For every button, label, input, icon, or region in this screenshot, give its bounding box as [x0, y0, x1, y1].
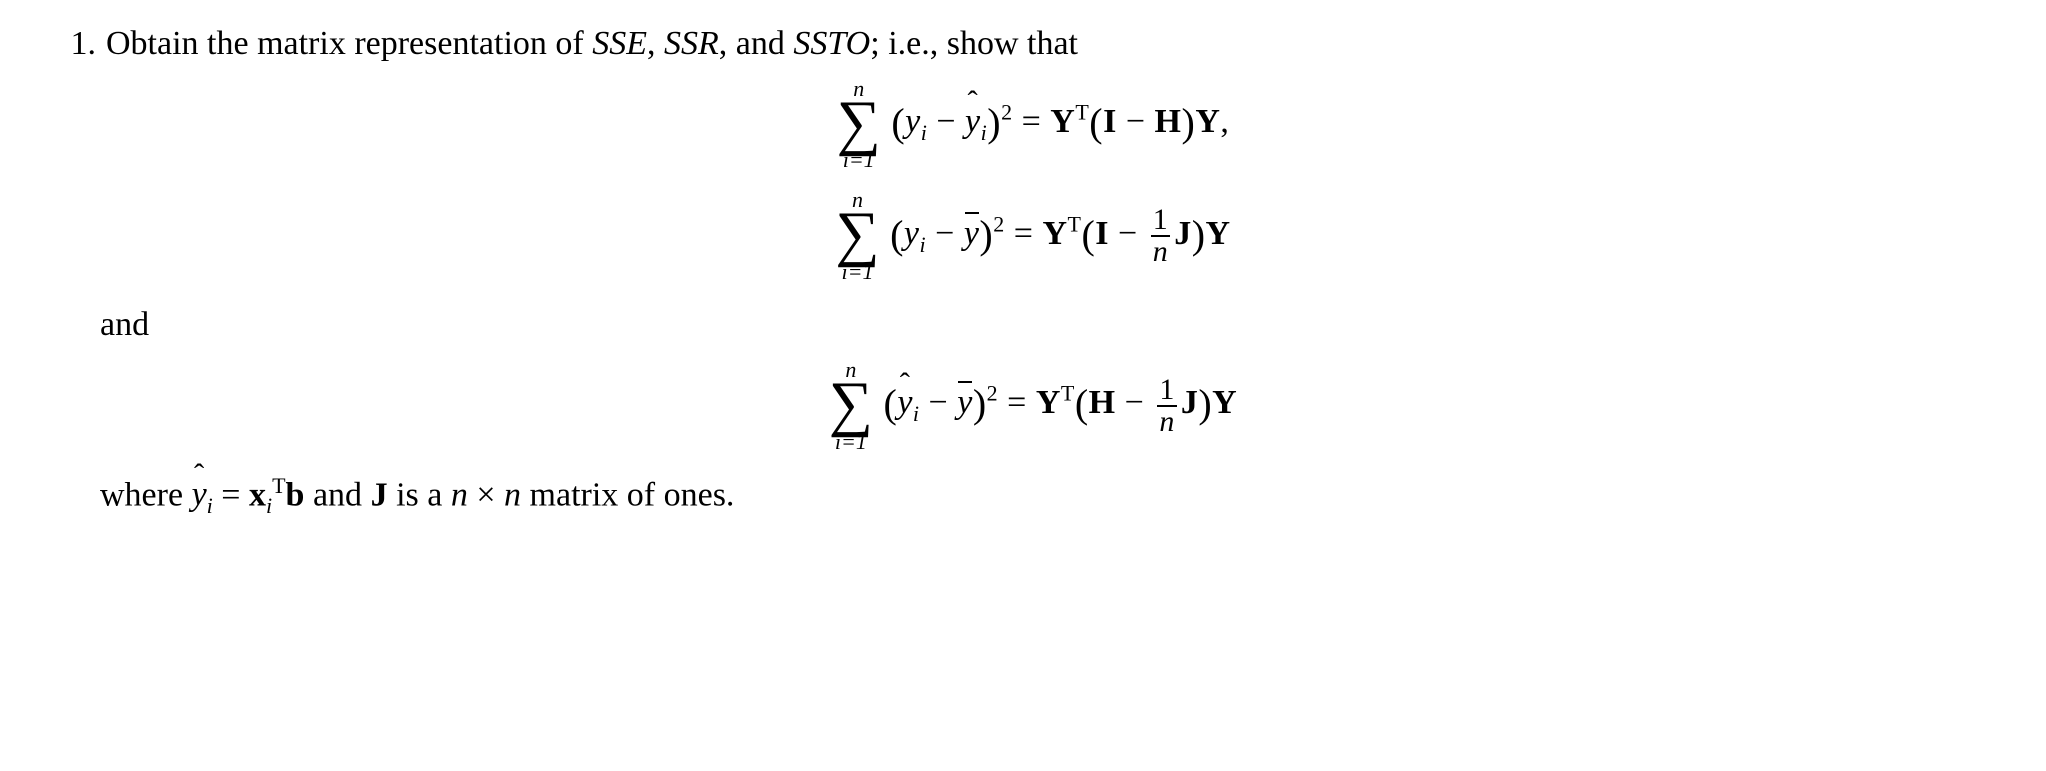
- where-b: b: [286, 476, 305, 513]
- summation-3: n ∑ i=1: [829, 359, 875, 453]
- minus-3: −: [935, 215, 964, 252]
- Y-2b: Y: [1206, 215, 1231, 252]
- sq-2: 2: [993, 212, 1005, 237]
- equation-sse: n ∑ i=1 (yi − yi)2 = YT(I − H)Y,: [60, 78, 2006, 172]
- where-eq: =: [213, 476, 249, 513]
- term-ssto: SSTO: [793, 25, 870, 62]
- frac-num-1: 1: [1153, 205, 1169, 235]
- ybar-2: y: [964, 210, 980, 258]
- where-yhat: y: [192, 471, 207, 519]
- summation-2: n ∑ i=1: [835, 189, 881, 283]
- Y-1b: Y: [1195, 103, 1220, 140]
- minus-2: −: [1117, 103, 1155, 140]
- where-tail-3: matrix of ones.: [521, 476, 734, 513]
- y-1: y: [905, 103, 921, 140]
- Y-1a: Y: [1050, 103, 1075, 140]
- frac-2: 1 n: [1157, 375, 1177, 437]
- item-number: 1.: [60, 20, 96, 68]
- eq-3: =: [1007, 384, 1036, 421]
- minus-5: −: [929, 384, 958, 421]
- minus-4: −: [1109, 215, 1147, 252]
- where-n1: n: [451, 476, 468, 513]
- comma-2: , and: [719, 25, 794, 62]
- sigma-icon: ∑: [837, 96, 881, 152]
- where-n2: n: [504, 476, 521, 513]
- equation-ssto: n ∑ i=1 (yi − y)2 = YT(I − 1 n J)Y: [60, 189, 2006, 283]
- where-x: x: [249, 476, 266, 513]
- y-2: y: [904, 215, 920, 252]
- frac-den-1: n: [1151, 235, 1171, 267]
- sq-1: 2: [1001, 100, 1013, 125]
- Y-2a: Y: [1042, 215, 1067, 252]
- where-times: ×: [468, 476, 504, 513]
- yhat-3: y: [897, 379, 913, 427]
- sum-lower-3: i=1: [835, 431, 867, 453]
- sum-lower-2: i=1: [842, 261, 874, 283]
- term-ssr: SSR: [664, 25, 719, 62]
- yhat-1: y: [965, 98, 981, 146]
- comma-eq1: ,: [1220, 103, 1229, 140]
- sum-lower-1: i=1: [843, 149, 875, 171]
- eq-1: =: [1022, 103, 1051, 140]
- where-x-T: T: [272, 473, 285, 498]
- prompt-after: ; i.e., show that: [870, 25, 1078, 62]
- H-1: H: [1155, 103, 1182, 140]
- equation-ssr: n ∑ i=1 (yi − y)2 = YT(H − 1 n J)Y: [60, 359, 2006, 453]
- sub-i-3: i: [920, 232, 927, 257]
- transpose-2: T: [1068, 212, 1082, 237]
- minus-1: −: [936, 103, 965, 140]
- sub-i-4: i: [913, 401, 920, 426]
- Y-3b: Y: [1212, 384, 1237, 421]
- transpose-3: T: [1061, 381, 1075, 406]
- prompt-before: Obtain the matrix representation of: [106, 25, 592, 62]
- H-3: H: [1089, 384, 1116, 421]
- where-before: where: [100, 476, 192, 513]
- minus-6: −: [1116, 384, 1154, 421]
- Y-3a: Y: [1036, 384, 1061, 421]
- ybar-3: y: [957, 379, 973, 427]
- where-line: where yi = xiTb and J is a n × n matrix …: [100, 471, 2006, 522]
- sq-3: 2: [987, 381, 999, 406]
- frac-1: 1 n: [1151, 205, 1171, 267]
- I-2: I: [1095, 215, 1109, 252]
- frac-den-2: n: [1157, 405, 1177, 437]
- transpose-1: T: [1075, 100, 1089, 125]
- frac-num-2: 1: [1159, 375, 1175, 405]
- sub-i-1: i: [921, 120, 928, 145]
- J-2: J: [1174, 215, 1192, 252]
- eq-2: =: [1014, 215, 1043, 252]
- I-1: I: [1103, 103, 1117, 140]
- term-sse: SSE: [592, 25, 647, 62]
- where-J: J: [371, 476, 388, 513]
- sigma-icon-2: ∑: [835, 207, 879, 263]
- prompt-text: Obtain the matrix representation of SSE,…: [106, 20, 1078, 68]
- sigma-icon-3: ∑: [829, 377, 873, 433]
- summation-1: n ∑ i=1: [837, 78, 883, 172]
- and-text: and: [100, 301, 2006, 349]
- where-tail-1: is a: [388, 476, 451, 513]
- where-mid: and: [304, 476, 370, 513]
- J-3: J: [1181, 384, 1199, 421]
- comma-1: ,: [647, 25, 664, 62]
